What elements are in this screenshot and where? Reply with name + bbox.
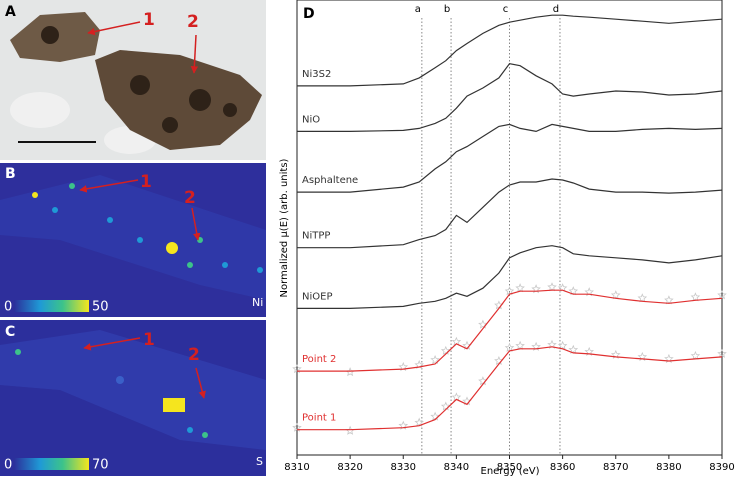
- panel-b: B 1 2 0 50 Ni: [0, 163, 266, 317]
- spectrum-line: [297, 289, 723, 372]
- data-point: [504, 342, 515, 352]
- marker-label: 1: [143, 10, 155, 30]
- data-point: [610, 290, 621, 300]
- element-label: Ni: [252, 296, 263, 309]
- data-point: [430, 354, 440, 365]
- x-tick-label: 8320: [337, 462, 362, 473]
- panel-d: D Energy (eV) Normalized μ(E) (arb. unit…: [279, 0, 735, 477]
- data-point: [504, 286, 515, 296]
- data-point: [547, 282, 557, 292]
- colorbar-max: 50: [92, 300, 109, 315]
- marker-label: 2: [187, 12, 199, 32]
- x-tick-label: 8390: [709, 462, 734, 473]
- marker-label: 1: [140, 172, 152, 192]
- reference-label: d: [553, 4, 559, 15]
- data-point: [414, 417, 424, 427]
- data-point: [568, 344, 579, 354]
- x-tick-label: 8340: [444, 462, 469, 473]
- data-point: [478, 319, 488, 329]
- y-axis-label: Normalized μ(E) (arb. units): [279, 158, 290, 297]
- data-point: [664, 295, 674, 305]
- data-point: [430, 411, 440, 421]
- series-label: Point 1: [302, 413, 336, 424]
- marker-label: 2: [188, 345, 200, 365]
- data-point: [637, 293, 648, 303]
- panel-c: C 1 2 0 70 S: [0, 320, 266, 476]
- x-tick-label: 8380: [656, 462, 681, 473]
- data-point: [440, 345, 451, 355]
- marker-label: 1: [143, 330, 155, 350]
- series-label: NiTPP: [302, 231, 330, 242]
- data-point: [557, 340, 568, 350]
- data-point: [690, 292, 701, 302]
- data-point: [690, 350, 701, 360]
- data-point: [440, 401, 451, 411]
- x-axis-label: Energy (eV): [481, 466, 540, 477]
- x-tick-label: 8330: [391, 462, 416, 473]
- series-label: Ni3S2: [302, 69, 331, 80]
- panel-label: C: [5, 324, 15, 340]
- series-label: Point 2: [302, 354, 336, 365]
- element-label: S: [256, 455, 263, 468]
- data-point: [568, 286, 579, 296]
- data-point: [515, 340, 525, 350]
- x-tick-label: 8350: [497, 462, 522, 473]
- spectrum-line: [297, 14, 723, 87]
- reference-label: b: [444, 4, 450, 15]
- spectrum-line: [297, 346, 723, 431]
- series-label: NiO: [302, 114, 320, 125]
- panel-label: D: [303, 6, 315, 22]
- colorbar-max: 70: [92, 458, 109, 473]
- colorbar-min: 0: [4, 300, 12, 315]
- series-label: Asphaltene: [302, 175, 358, 186]
- marker-label: 2: [184, 188, 196, 208]
- panel-label: B: [5, 166, 16, 182]
- x-tick-label: 8360: [550, 462, 575, 473]
- data-point: [515, 283, 525, 293]
- spectrum-line: [297, 178, 723, 249]
- spectrum-line: [297, 245, 723, 309]
- data-point: [717, 348, 727, 358]
- reference-label: a: [415, 4, 421, 15]
- x-tick-label: 8310: [284, 462, 309, 473]
- panel-label: A: [5, 4, 16, 20]
- panel-a: A 1 2: [0, 0, 266, 160]
- series-label: NiOEP: [302, 291, 332, 302]
- spectrum-line: [297, 123, 723, 193]
- x-tick-label: 8370: [603, 462, 628, 473]
- data-point: [345, 425, 355, 435]
- reference-label: c: [503, 4, 509, 15]
- data-point: [717, 290, 727, 300]
- spectrum-line: [297, 63, 723, 132]
- colorbar-min: 0: [4, 458, 12, 473]
